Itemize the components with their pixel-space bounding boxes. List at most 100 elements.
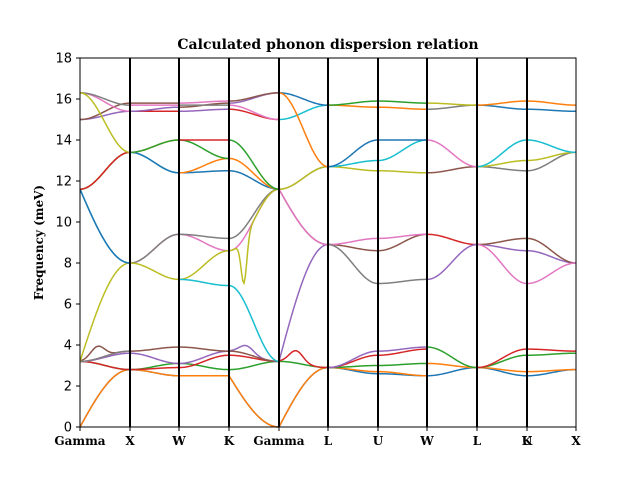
dispersion-branch [129, 151, 180, 174]
dispersion-branch [79, 151, 131, 190]
dispersion-branch [527, 108, 576, 113]
dispersion-branch [278, 350, 329, 369]
high-symmetry-lines [129, 58, 528, 427]
dispersion-branch [79, 350, 131, 363]
dispersion-branch [526, 151, 577, 162]
dispersion-branch [327, 139, 379, 168]
x-tick-label: U [373, 434, 384, 448]
dispersion-branch [178, 249, 230, 281]
y-tick-label: 0 [64, 421, 72, 436]
dispersion-branch [278, 165, 329, 190]
x-tick-label: Gamma [54, 434, 105, 448]
dispersion-branch [426, 165, 478, 174]
x-tick-label: W [171, 434, 186, 448]
dispersion-branch [526, 100, 577, 106]
dispersion-branch [79, 92, 131, 154]
y-tick-label: 8 [64, 257, 72, 272]
dispersion-branch [278, 104, 329, 121]
dispersion-branch [178, 362, 230, 371]
dispersion-branch [228, 92, 280, 102]
dispersion-branch [327, 237, 379, 246]
y-tick-label: 12 [55, 175, 72, 190]
dispersion-branch [178, 139, 230, 160]
dispersion-branch [378, 362, 427, 367]
y-tick-label: 14 [55, 134, 72, 149]
dispersion-branch [179, 170, 229, 174]
x-axis: Gamma X W K Gamma L U W L KU X [54, 427, 581, 448]
dispersion-branch [79, 262, 131, 362]
x-tick-label: K [224, 434, 235, 448]
dispersion-branch [476, 348, 528, 369]
dispersion-branch [426, 243, 478, 281]
dispersion-branch [228, 360, 280, 371]
dispersion-branch [228, 375, 280, 428]
dispersion-branch [527, 368, 576, 373]
dispersion-branch [327, 100, 379, 106]
dispersion-branch [426, 346, 478, 369]
dispersion-branch [327, 243, 379, 252]
plot-frame [79, 57, 577, 428]
dispersion-branch [476, 159, 528, 168]
dispersion-branch [377, 233, 428, 240]
dispersion-branch [129, 352, 180, 365]
dispersion-branch [327, 350, 379, 369]
dispersion-branch [178, 233, 230, 252]
x-tick-label: W [419, 434, 434, 448]
dispersion-branch [228, 350, 280, 363]
x-tick-label: K [522, 434, 533, 448]
dispersion-branch [228, 170, 280, 190]
dispersion-branch [378, 100, 427, 104]
dispersion-branch [377, 278, 428, 285]
dispersion-branch [476, 139, 528, 168]
dispersion-branch [476, 243, 528, 252]
y-tick-label: 18 [55, 52, 72, 67]
y-tick-label: 6 [64, 298, 72, 313]
dispersion-branch [476, 243, 528, 285]
dispersion-branch [228, 188, 280, 286]
dispersion-branch [426, 233, 478, 246]
dispersion-branch [278, 92, 329, 106]
dispersion-branch [129, 262, 180, 281]
dispersion-branch [178, 278, 230, 287]
dispersion-branch [377, 348, 428, 356]
dispersion-branch [526, 139, 577, 154]
dispersion-branch [426, 362, 478, 369]
x-tick-label: U [522, 434, 533, 448]
dispersion-lines [79, 92, 577, 428]
x-tick-label: L [473, 434, 482, 448]
y-tick-label: 4 [64, 339, 72, 354]
dispersion-branch [178, 157, 230, 174]
y-axis: 0 2 4 6 8 10 12 14 16 18 [55, 52, 80, 436]
dispersion-branch [327, 243, 379, 285]
dispersion-branch [476, 366, 528, 373]
dispersion-branch [129, 106, 180, 113]
dispersion-branch [278, 243, 329, 362]
dispersion-branch [377, 370, 428, 377]
dispersion-branch [278, 188, 329, 246]
x-tick-label: Gamma [253, 434, 304, 448]
y-tick-label: 16 [55, 93, 72, 108]
dispersion-branch [278, 366, 329, 428]
dispersion-branch [178, 354, 230, 369]
dispersion-branch [426, 139, 478, 168]
dispersion-branch [377, 346, 428, 352]
dispersion-branch [526, 262, 577, 285]
dispersion-branch [377, 233, 428, 252]
dispersion-branch [79, 188, 131, 264]
dispersion-branch [526, 249, 577, 264]
x-tick-label: X [571, 434, 581, 448]
dispersion-branch [527, 348, 576, 352]
dispersion-branch [130, 366, 179, 371]
dispersion-branch [228, 139, 280, 190]
dispersion-branch [228, 157, 280, 190]
dispersion-branch [378, 170, 427, 174]
y-tick-label: 2 [64, 380, 72, 395]
chart-title: Calculated phonon dispersion relation [177, 37, 478, 53]
dispersion-branch [79, 360, 131, 371]
dispersion-branch [228, 104, 280, 121]
dispersion-branch [476, 100, 528, 106]
dispersion-branch [129, 233, 180, 264]
dispersion-branch [179, 108, 229, 113]
dispersion-branch [79, 92, 131, 106]
dispersion-branch [129, 346, 180, 352]
